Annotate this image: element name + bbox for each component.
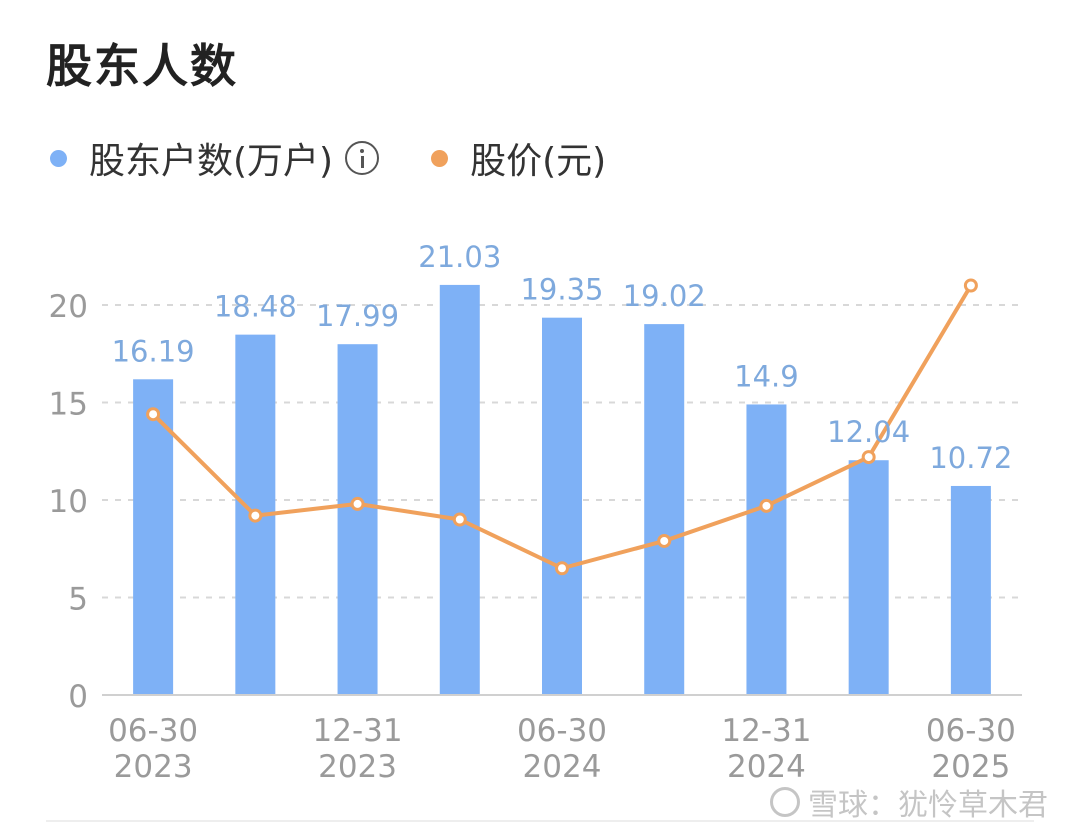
price-point bbox=[248, 508, 263, 523]
bar-value-label: 10.72 bbox=[929, 441, 1012, 475]
info-icon[interactable] bbox=[345, 141, 380, 175]
bar-value-label: 17.99 bbox=[316, 299, 399, 333]
price-point bbox=[759, 498, 774, 513]
price-point bbox=[657, 533, 672, 548]
price-point bbox=[555, 561, 569, 576]
x-tick-label-year: 2024 bbox=[523, 749, 602, 785]
legend-price-label: 股价(元) bbox=[470, 141, 607, 182]
bottom-divider bbox=[46, 820, 1034, 822]
bar-value-label: 19.35 bbox=[520, 273, 603, 307]
line-layer bbox=[146, 278, 978, 576]
x-tick-label: 06-30 bbox=[926, 713, 1016, 749]
bar bbox=[746, 404, 787, 695]
price-point bbox=[452, 512, 467, 527]
legend-holders-swatch bbox=[50, 149, 67, 167]
legend-holders-label: 股东户数(万户) bbox=[89, 141, 334, 182]
y-tick-label: 20 bbox=[49, 289, 88, 325]
price-point bbox=[146, 407, 161, 422]
bar-value-label: 16.19 bbox=[112, 334, 195, 368]
bar bbox=[133, 379, 174, 695]
label-layer: 16.19 18.48 17.99 21.03 19.35 19.02 14.9 12.04 1… bbox=[112, 240, 1013, 475]
x-tick-label: 12-31 bbox=[313, 713, 403, 749]
price-point bbox=[963, 278, 978, 293]
axis-layer: 0510152006-30202312-31202306-30202412-31… bbox=[49, 289, 1022, 785]
y-tick-label: 15 bbox=[49, 387, 88, 423]
bar-value-label: 19.02 bbox=[623, 279, 706, 313]
x-tick-label-year: 2024 bbox=[727, 749, 806, 785]
bar bbox=[542, 317, 582, 695]
legend-item-holders[interactable]: 股东户数(万户) bbox=[50, 132, 380, 184]
bar bbox=[337, 344, 378, 695]
bar-value-label: 12.04 bbox=[827, 415, 910, 449]
price-point bbox=[861, 450, 876, 465]
bar bbox=[644, 324, 685, 695]
bar bbox=[950, 485, 991, 695]
x-tick-label-year: 2023 bbox=[318, 749, 397, 785]
watermark-text: 雪球：犹怜草木君 bbox=[808, 788, 1048, 823]
chart-legend: 股东户数(万户) 股价(元) bbox=[50, 132, 606, 184]
legend-price-swatch bbox=[431, 149, 449, 167]
x-tick-label: 12-31 bbox=[721, 713, 811, 749]
bar bbox=[848, 460, 889, 695]
x-tick-label-year: 2023 bbox=[114, 749, 193, 785]
bar-layer bbox=[133, 284, 991, 695]
y-tick-label: 0 bbox=[68, 679, 88, 715]
bar-value-label: 18.48 bbox=[214, 290, 297, 324]
bar bbox=[439, 284, 480, 695]
watermark: 雪球：犹怜草木君 bbox=[770, 780, 1048, 824]
x-tick-label-year: 2025 bbox=[931, 749, 1010, 785]
bar-value-label: 21.03 bbox=[418, 240, 501, 274]
chart-title: 股东人数 bbox=[46, 39, 238, 93]
price-point bbox=[350, 496, 365, 511]
x-tick-label: 06-30 bbox=[108, 713, 198, 749]
bar-value-label: 14.9 bbox=[734, 359, 799, 393]
xueqiu-logo-icon bbox=[770, 787, 800, 817]
y-tick-label: 10 bbox=[49, 484, 88, 520]
x-tick-label: 06-30 bbox=[517, 713, 607, 749]
legend-item-price[interactable]: 股价(元) bbox=[431, 132, 606, 184]
y-tick-label: 5 bbox=[68, 582, 88, 618]
